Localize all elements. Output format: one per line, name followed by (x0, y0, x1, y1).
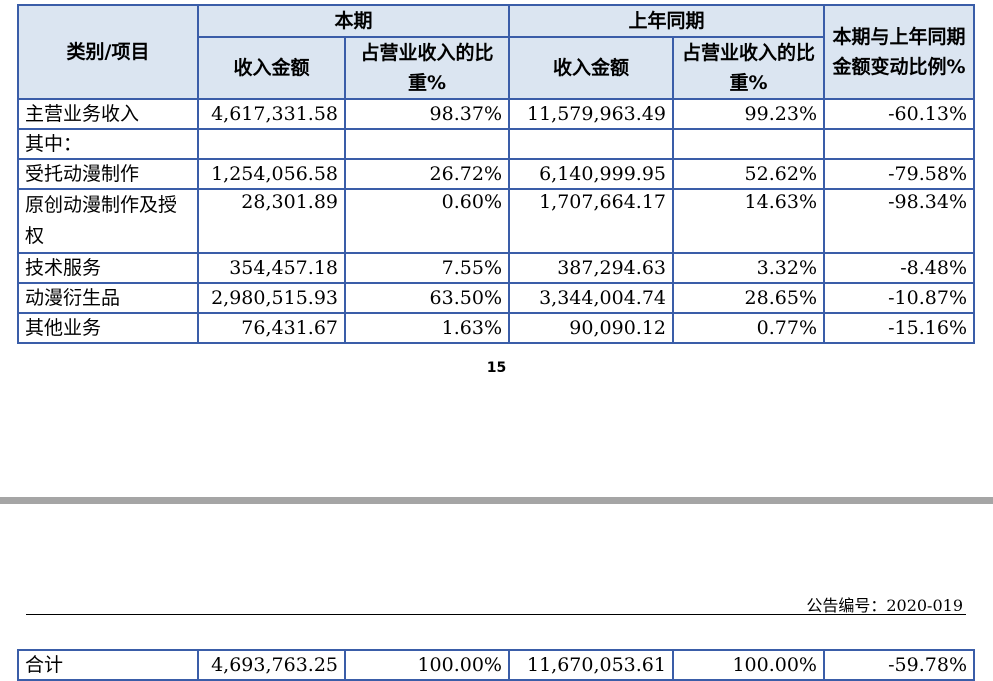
change-pct: -10.87% (823, 282, 975, 314)
prev-share: 99.23% (672, 98, 825, 130)
table-row: 技术服务 354,457.18 7.55% 387,294.63 3.32% -… (17, 252, 975, 284)
prev-share: 28.65% (672, 282, 825, 314)
prev-amount: 387,294.63 (508, 252, 674, 284)
cur-share: 63.50% (344, 282, 510, 314)
total-change-pct: -59.78% (823, 649, 975, 681)
prev-share (672, 128, 825, 160)
total-prev-share: 100.00% (672, 649, 825, 681)
header-cur-revenue-amount: 收入金额 (197, 36, 346, 100)
change-pct (823, 128, 975, 160)
table-row: 其他业务 76,431.67 1.63% 90,090.12 0.77% -15… (17, 312, 975, 344)
table-row: 受托动漫制作 1,254,056.58 26.72% 6,140,999.95 … (17, 158, 975, 190)
header-prev-revenue-share: 占营业收入的比重% (672, 36, 825, 100)
header-change: 本期与上年同期金额变动比例% (823, 4, 975, 100)
prev-amount (508, 128, 674, 160)
total-cur-share: 100.00% (344, 649, 510, 681)
prev-amount: 3,344,004.74 (508, 282, 674, 314)
total-label: 合计 (17, 649, 199, 681)
cur-amount: 28,301.89 (197, 188, 346, 254)
change-pct: -8.48% (823, 252, 975, 284)
prev-amount: 1,707,664.17 (508, 188, 674, 254)
cur-share: 26.72% (344, 158, 510, 190)
announcement-number: 公告编号：2020-019 (806, 596, 963, 615)
cur-amount: 1,254,056.58 (197, 158, 346, 190)
header-divider (26, 614, 966, 615)
page-separator (0, 497, 993, 504)
cur-share: 1.63% (344, 312, 510, 344)
cur-share (344, 128, 510, 160)
page-number: 15 (486, 360, 507, 376)
cur-amount: 354,457.18 (197, 252, 346, 284)
cur-share: 7.55% (344, 252, 510, 284)
change-pct: -15.16% (823, 312, 975, 344)
prev-amount: 6,140,999.95 (508, 158, 674, 190)
header-category: 类别/项目 (17, 4, 199, 100)
row-label: 原创动漫制作及授权 (17, 188, 199, 254)
prev-share: 52.62% (672, 158, 825, 190)
header-current-period: 本期 (197, 4, 510, 38)
header-prior-period: 上年同期 (508, 4, 825, 38)
cur-amount: 2,980,515.93 (197, 282, 346, 314)
change-pct: -79.58% (823, 158, 975, 190)
table-row: 其中： (17, 128, 975, 160)
row-label: 受托动漫制作 (17, 158, 199, 190)
cur-amount (197, 128, 346, 160)
cur-share: 0.60% (344, 188, 510, 254)
cur-amount: 76,431.67 (197, 312, 346, 344)
prev-share: 14.63% (672, 188, 825, 254)
change-pct: -60.13% (823, 98, 975, 130)
row-label: 动漫衍生品 (17, 282, 199, 314)
prev-amount: 90,090.12 (508, 312, 674, 344)
change-pct: -98.34% (823, 188, 975, 254)
row-label: 主营业务收入 (17, 98, 199, 130)
prev-share: 0.77% (672, 312, 825, 344)
header-cur-revenue-share: 占营业收入的比重% (344, 36, 510, 100)
total-prev-amount: 11,670,053.61 (508, 649, 674, 681)
total-row: 合计 4,693,763.25 100.00% 11,670,053.61 10… (17, 649, 975, 681)
table-row: 动漫衍生品 2,980,515.93 63.50% 3,344,004.74 2… (17, 282, 975, 314)
cur-amount: 4,617,331.58 (197, 98, 346, 130)
row-label: 其中： (17, 128, 199, 160)
total-cur-amount: 4,693,763.25 (197, 649, 346, 681)
revenue-total-table: 合计 4,693,763.25 100.00% 11,670,053.61 10… (17, 649, 975, 681)
prev-share: 3.32% (672, 252, 825, 284)
row-label: 技术服务 (17, 252, 199, 284)
header-prev-revenue-amount: 收入金额 (508, 36, 674, 100)
row-label: 其他业务 (17, 312, 199, 344)
table-row: 主营业务收入 4,617,331.58 98.37% 11,579,963.49… (17, 98, 975, 130)
prev-amount: 11,579,963.49 (508, 98, 674, 130)
table-row: 原创动漫制作及授权 28,301.89 0.60% 1,707,664.17 1… (17, 188, 975, 254)
cur-share: 98.37% (344, 98, 510, 130)
revenue-table: 类别/项目 本期 上年同期 本期与上年同期金额变动比例% 收入金额 占营业收入的… (17, 4, 975, 344)
